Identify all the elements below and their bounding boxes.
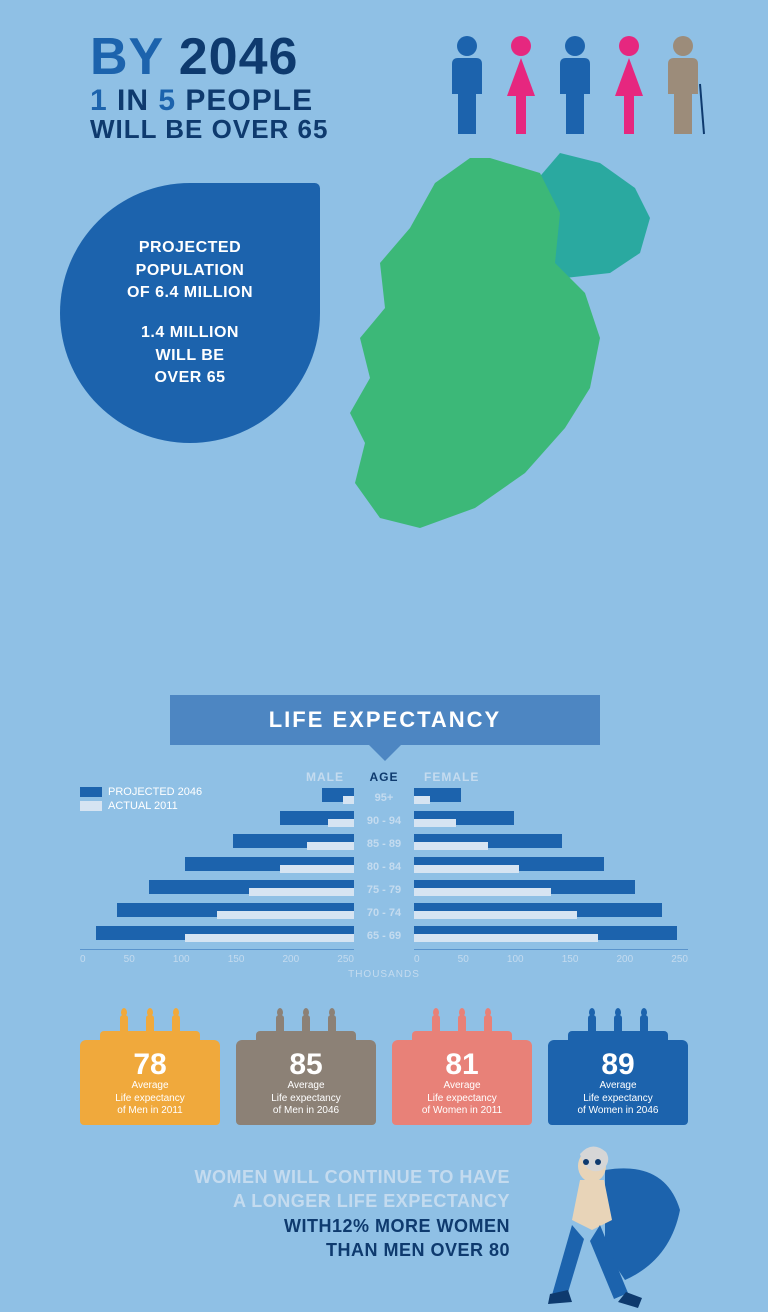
bubble-line: POPULATION xyxy=(136,260,245,282)
people-icons-row xyxy=(442,34,708,139)
bubble-line: OF 6.4 MILLION xyxy=(127,282,253,304)
pyramid-row: 95+ xyxy=(80,788,688,808)
map-section: PROJECTED POPULATION OF 6.4 MILLION 1.4 … xyxy=(0,143,768,603)
ireland-map-icon xyxy=(310,133,690,593)
headline-over65: WILL BE OVER 65 xyxy=(90,116,328,143)
age-label: 70 - 74 xyxy=(354,907,414,919)
chart-column-headers: MALE AGE FEMALE xyxy=(80,770,688,784)
col-header-female: FEMALE xyxy=(414,770,688,784)
pyramid-axis: 250200150100500 050100150200250 xyxy=(80,949,688,965)
elderly-person-icon xyxy=(658,34,708,139)
year-text: 2046 xyxy=(179,28,299,86)
ratio-1: 1 xyxy=(90,84,117,117)
life-expectancy-cake: 81AverageLife expectancyof Women in 2011 xyxy=(392,1010,532,1125)
life-expectancy-cake: 78AverageLife expectancyof Men in 2011 xyxy=(80,1010,220,1125)
cake-number: 85 xyxy=(236,1048,376,1082)
by-text: BY xyxy=(90,28,179,86)
cake-label: AverageLife expectancyof Women in 2011 xyxy=(392,1080,532,1118)
life-expectancy-cakes: 78AverageLife expectancyof Men in 201185… xyxy=(80,1010,688,1125)
footer-line: WITH12% MORE WOMEN xyxy=(130,1214,510,1238)
bubble-line: OVER 65 xyxy=(154,367,225,389)
ratio-in: IN xyxy=(117,84,158,117)
ratio-people: PEOPLE xyxy=(185,84,313,117)
cake-label: AverageLife expectancyof Men in 2046 xyxy=(236,1080,376,1118)
age-label: 90 - 94 xyxy=(354,815,414,827)
pyramid-row: 90 - 94 xyxy=(80,811,688,831)
life-expectancy-cake: 89AverageLife expectancyof Women in 2046 xyxy=(548,1010,688,1125)
bubble-line: PROJECTED xyxy=(139,237,241,259)
male-person-icon xyxy=(550,34,600,139)
col-header-male: MALE xyxy=(80,770,354,784)
cake-number: 89 xyxy=(548,1048,688,1082)
cake-label: AverageLife expectancyof Men in 2011 xyxy=(80,1080,220,1118)
population-pyramid-chart: PROJECTED 2046 ACTUAL 2011 MALE AGE FEMA… xyxy=(80,770,688,980)
headline-ratio: 1 IN 5 PEOPLE xyxy=(90,85,328,117)
age-label: 75 - 79 xyxy=(354,884,414,896)
axis-unit-label: THOUSANDS xyxy=(80,969,688,980)
pyramid-row: 75 - 79 xyxy=(80,880,688,900)
female-person-icon xyxy=(496,34,546,139)
pyramid-row: 70 - 74 xyxy=(80,903,688,923)
banner-title: LIFE EXPECTANCY xyxy=(269,707,502,733)
col-header-age: AGE xyxy=(354,770,414,784)
age-label: 65 - 69 xyxy=(354,930,414,942)
bubble-line: 1.4 MILLION xyxy=(141,322,239,344)
pyramid-row: 80 - 84 xyxy=(80,857,688,877)
footer-text: WOMEN WILL CONTINUE TO HAVE A LONGER LIF… xyxy=(130,1165,510,1262)
headline: BY 2046 1 IN 5 PEOPLE WILL BE OVER 65 xyxy=(90,30,328,143)
female-person-icon xyxy=(604,34,654,139)
bubble-line: WILL BE xyxy=(156,345,225,367)
population-bubble: PROJECTED POPULATION OF 6.4 MILLION 1.4 … xyxy=(60,183,320,443)
header-section: BY 2046 1 IN 5 PEOPLE WILL BE OVER 65 xyxy=(0,0,768,143)
life-expectancy-cake: 85AverageLife expectancyof Men in 2046 xyxy=(236,1010,376,1125)
pyramid-row: 65 - 69 xyxy=(80,926,688,946)
age-label: 95+ xyxy=(354,792,414,804)
headline-year: BY 2046 xyxy=(90,30,328,85)
life-expectancy-banner: LIFE EXPECTANCY xyxy=(170,695,600,745)
age-label: 80 - 84 xyxy=(354,861,414,873)
footer-line: A LONGER LIFE EXPECTANCY xyxy=(130,1189,510,1213)
cake-label: AverageLife expectancyof Women in 2046 xyxy=(548,1080,688,1118)
male-person-icon xyxy=(442,34,492,139)
cake-number: 81 xyxy=(392,1048,532,1082)
footer-line: THAN MEN OVER 80 xyxy=(130,1238,510,1262)
footer-line: WOMEN WILL CONTINUE TO HAVE xyxy=(130,1165,510,1189)
ratio-5: 5 xyxy=(158,84,185,117)
cake-number: 78 xyxy=(80,1048,220,1082)
pyramid-rows: 95+ 90 - 94 85 - 89 80 - 84 75 - 79 70 - 74 65… xyxy=(80,788,688,946)
age-label: 85 - 89 xyxy=(354,838,414,850)
pyramid-row: 85 - 89 xyxy=(80,834,688,854)
superhero-woman-icon xyxy=(520,1140,690,1310)
